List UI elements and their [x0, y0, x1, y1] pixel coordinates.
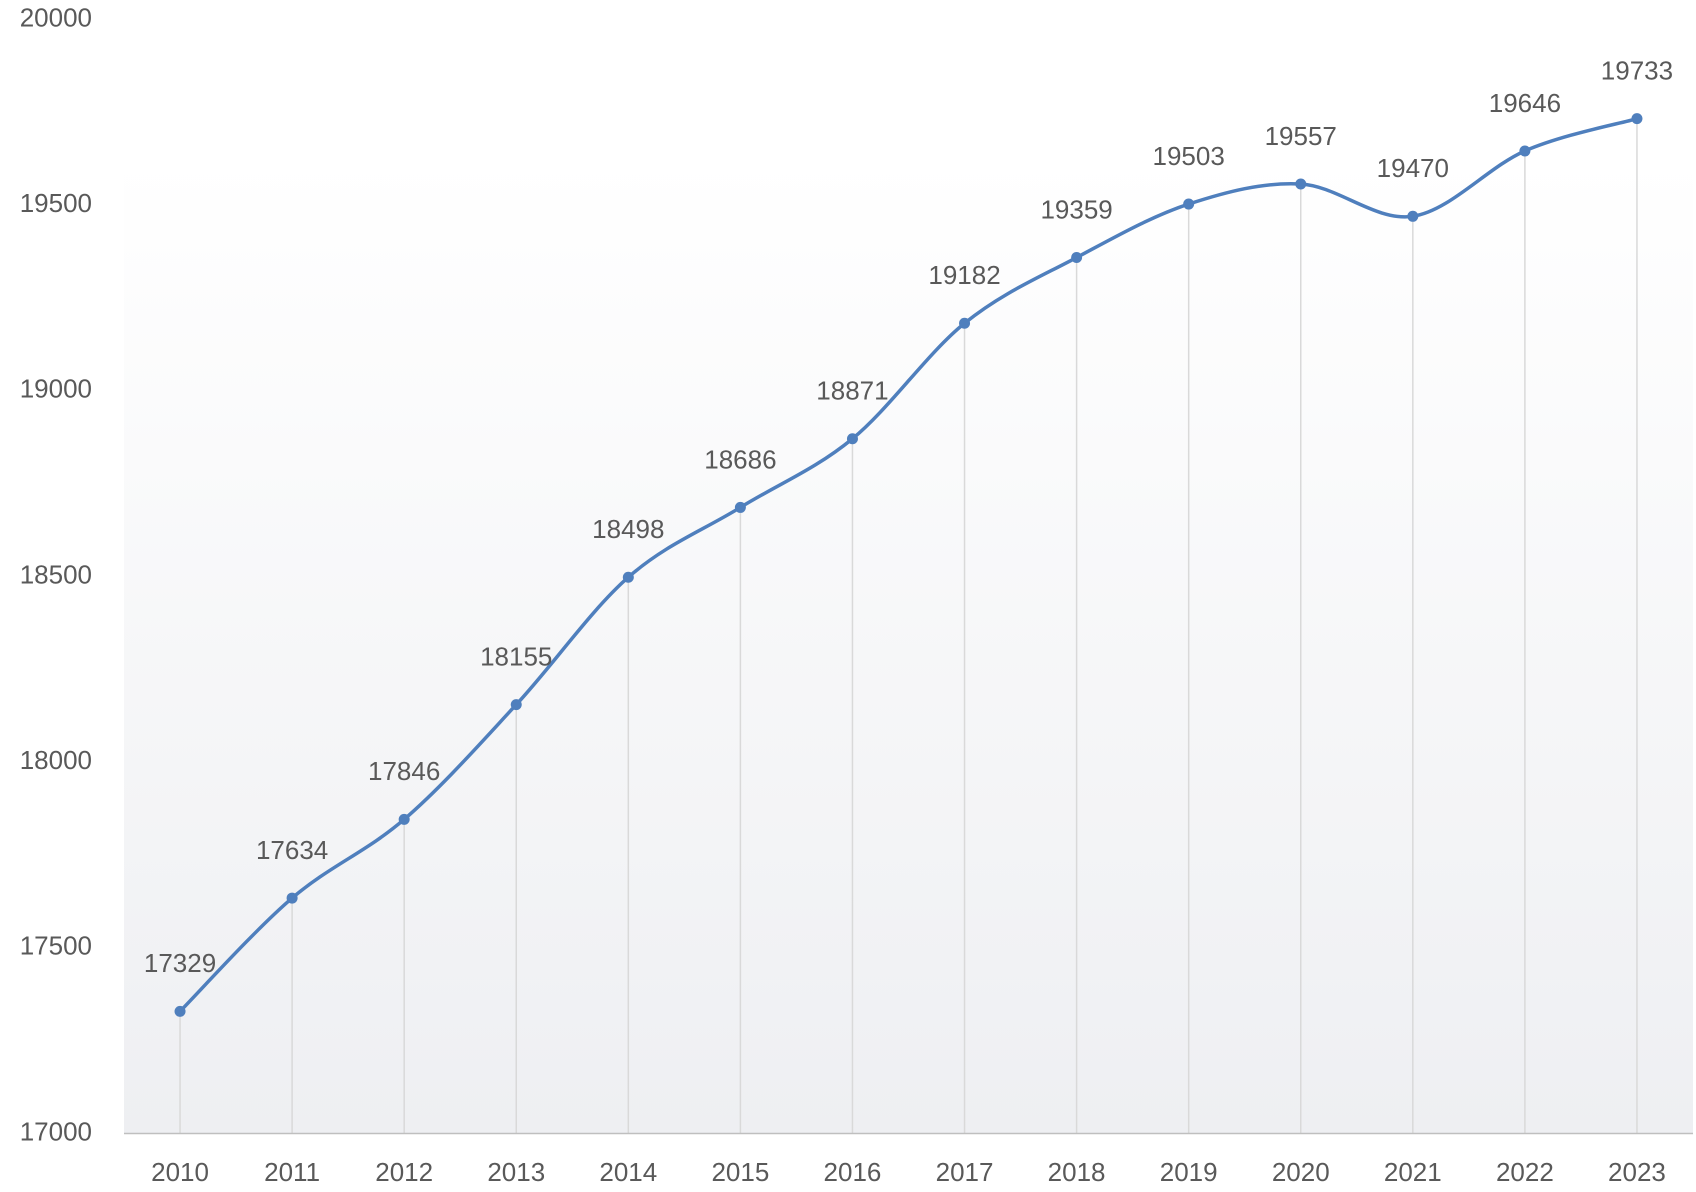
x-tick-label: 2020: [1272, 1157, 1330, 1187]
plot-background: [124, 160, 1693, 1134]
data-label: 19359: [1040, 194, 1112, 224]
data-label: 19503: [1153, 141, 1225, 171]
point-marker: [622, 571, 634, 583]
x-tick-label: 2021: [1384, 1157, 1442, 1187]
point-marker: [1407, 210, 1419, 222]
x-tick-label: 2023: [1608, 1157, 1666, 1187]
data-label: 19733: [1601, 56, 1673, 86]
x-tick-label: 2012: [375, 1157, 433, 1187]
data-label: 19470: [1377, 153, 1449, 183]
x-tick-label: 2010: [151, 1157, 209, 1187]
data-label: 19182: [928, 260, 1000, 290]
x-tick-label: 2018: [1048, 1157, 1106, 1187]
data-label: 18155: [480, 641, 552, 671]
point-marker: [1071, 252, 1083, 264]
data-label: 17329: [144, 948, 216, 978]
x-tick-label: 2019: [1160, 1157, 1218, 1187]
point-marker: [846, 433, 858, 445]
point-marker: [959, 317, 971, 329]
y-tick-label: 17500: [20, 931, 92, 961]
data-label: 18686: [704, 444, 776, 474]
y-tick-label: 20000: [20, 2, 92, 32]
point-marker: [510, 699, 522, 711]
y-tick-label: 18000: [20, 745, 92, 775]
point-marker: [1519, 145, 1531, 157]
x-tick-label: 2022: [1496, 1157, 1554, 1187]
series-line: [178, 116, 1638, 1013]
data-label: 18871: [816, 376, 888, 406]
point-marker: [398, 813, 410, 825]
data-label: 17846: [368, 756, 440, 786]
point-marker: [174, 1005, 186, 1017]
x-tick-label: 2011: [264, 1157, 320, 1187]
y-tick-label: 18500: [20, 559, 92, 589]
point-marker: [1631, 113, 1643, 125]
x-tick-label: 2017: [936, 1157, 994, 1187]
x-tick-label: 2014: [599, 1157, 657, 1187]
x-tick-label: 2016: [824, 1157, 882, 1187]
data-label: 18498: [592, 514, 664, 544]
data-label: 19557: [1265, 121, 1337, 151]
y-tick-label: 17000: [20, 1116, 92, 1146]
point-marker: [1295, 178, 1307, 190]
x-tick-label: 2013: [487, 1157, 545, 1187]
point-marker: [734, 501, 746, 513]
y-tick-label: 19500: [20, 188, 92, 218]
data-label: 17634: [256, 835, 328, 865]
data-label: 19646: [1489, 88, 1561, 118]
point-marker: [286, 892, 298, 904]
x-tick-label: 2015: [711, 1157, 769, 1187]
point-marker: [1183, 198, 1195, 210]
y-tick-label: 19000: [20, 374, 92, 404]
